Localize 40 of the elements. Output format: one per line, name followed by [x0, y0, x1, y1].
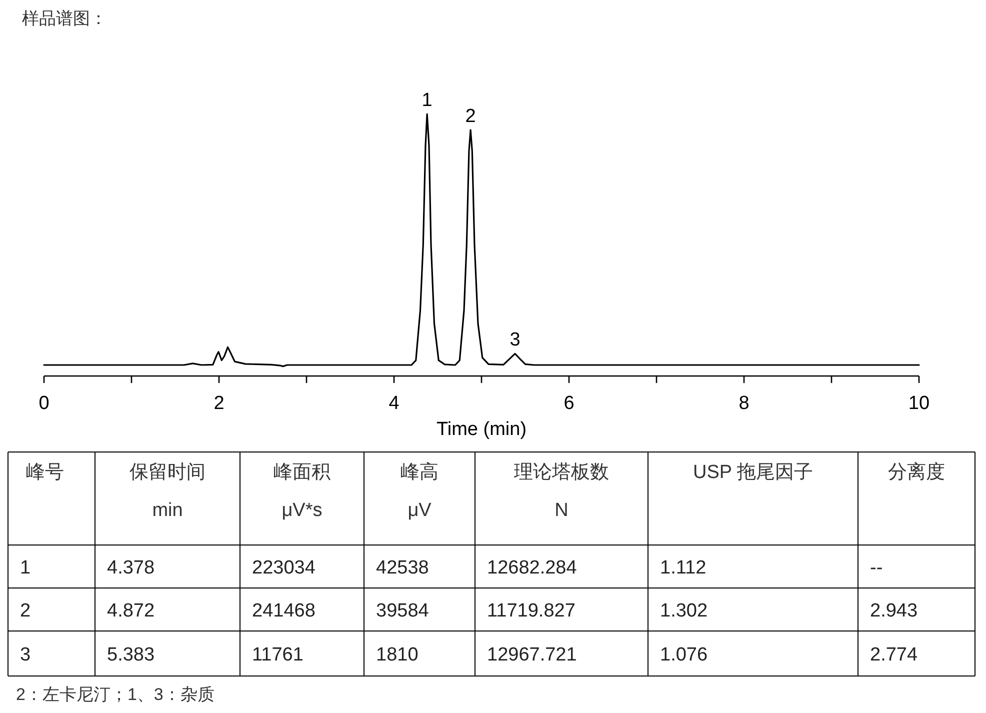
- category-label: USP 拖尾因子: [692, 462, 814, 483]
- x-tick-label: 2: [214, 393, 224, 414]
- text: 39584: [376, 600, 429, 622]
- x-tick-label: 4: [388, 393, 400, 414]
- text: 2：左卡尼汀；1、3：杂质: [16, 685, 214, 704]
- x-axis-title: Time (min): [436, 419, 527, 440]
- category-label: 理论塔板数 N: [514, 462, 609, 521]
- text: 2.774: [870, 644, 918, 666]
- x-tick-label: 6: [564, 393, 574, 414]
- category-label: 分离度: [888, 461, 945, 483]
- text: 11719.827: [487, 600, 576, 622]
- x-tick-label: 8: [738, 393, 750, 414]
- text: 1810: [376, 644, 418, 666]
- x-tick-label: 0: [38, 393, 50, 414]
- text: 4.872: [107, 600, 155, 622]
- annotation: 1: [422, 90, 432, 111]
- text: 42538: [376, 558, 429, 578]
- text: 2: [20, 600, 31, 622]
- text: 2.943: [870, 600, 918, 622]
- text: --: [870, 558, 883, 578]
- chart-title: 样品谱图：: [22, 9, 107, 28]
- text: 12682.284: [487, 558, 577, 578]
- text: 3: [20, 644, 31, 666]
- annotation: 3: [510, 330, 520, 351]
- text: 1.076: [660, 644, 708, 666]
- category-label: 峰号: [26, 462, 64, 483]
- category-label: 保留时间 min: [130, 462, 206, 521]
- text: 1.302: [660, 600, 708, 622]
- category-label: 峰面积 μV*s: [274, 462, 330, 521]
- text: 11761: [252, 644, 304, 666]
- text: 223034: [252, 558, 316, 578]
- text: 12967.721: [487, 644, 577, 666]
- text: 4.378: [107, 558, 155, 578]
- text: 241468: [252, 600, 316, 622]
- category-label: 峰高 μV: [400, 461, 438, 521]
- x-tick-label: 10: [908, 393, 930, 414]
- text: 5.383: [107, 644, 155, 666]
- annotation: 2: [465, 106, 476, 127]
- text: 1.112: [660, 558, 706, 578]
- text: 1: [20, 558, 31, 578]
